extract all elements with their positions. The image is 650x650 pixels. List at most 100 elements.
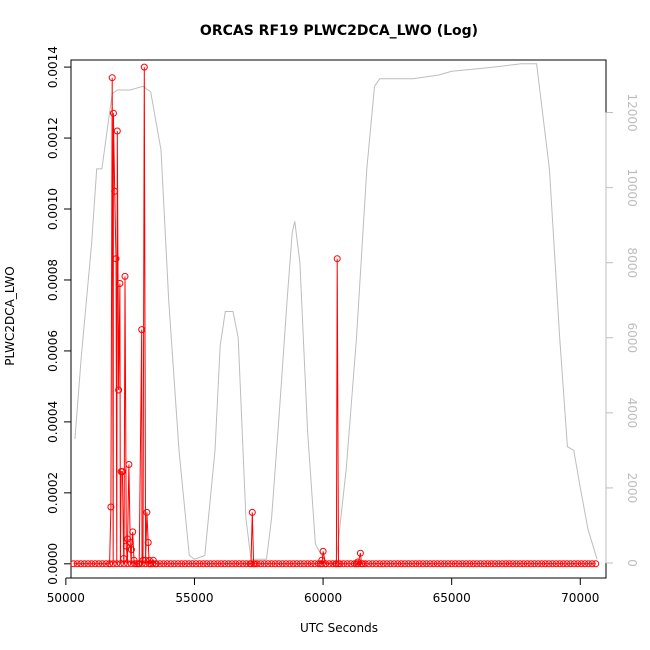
- data-point: [199, 560, 207, 568]
- data-point: [387, 560, 394, 568]
- data-point: [491, 560, 499, 568]
- y-tick-label: 0.0012: [46, 117, 60, 159]
- data-point: [108, 74, 116, 82]
- data-point: [336, 560, 344, 568]
- data-point: [217, 560, 225, 568]
- data-point: [242, 560, 250, 568]
- data-point: [260, 560, 268, 568]
- x-axis: 50000 55000 60000 65000 70000: [47, 577, 599, 605]
- data-point: [419, 560, 427, 568]
- data-point: [531, 560, 538, 568]
- data-point: [142, 556, 150, 564]
- x-tick-label: 50000: [47, 591, 85, 605]
- data-point: [275, 560, 283, 568]
- data-point: [466, 560, 474, 568]
- data-point: [152, 560, 160, 568]
- data-point: [574, 560, 582, 568]
- data-point: [232, 560, 240, 568]
- data-point: [293, 560, 301, 568]
- data-point: [304, 560, 312, 568]
- y-tick-label: 0.0008: [46, 259, 60, 301]
- data-point: [115, 386, 123, 394]
- data-point: [221, 560, 229, 568]
- y-axis-title: PLWC2DCA_LWO: [3, 266, 17, 365]
- data-point: [126, 539, 134, 546]
- data-point: [577, 560, 585, 568]
- data-point: [469, 560, 477, 568]
- x-tick-label: 60000: [304, 591, 342, 605]
- data-point: [121, 272, 129, 280]
- main-series-line: [73, 67, 596, 565]
- data-point: [144, 539, 152, 546]
- data-point: [156, 560, 164, 568]
- data-point: [122, 542, 130, 550]
- data-point: [300, 560, 308, 568]
- data-point: [585, 560, 592, 568]
- data-point: [520, 560, 528, 568]
- data-point: [480, 560, 488, 568]
- secondary-y-tick-label: 8000: [625, 247, 639, 278]
- data-point: [116, 280, 124, 287]
- data-point: [160, 560, 168, 568]
- data-point: [120, 560, 128, 568]
- data-point: [80, 560, 88, 568]
- data-point: [502, 560, 510, 568]
- data-point: [556, 560, 564, 568]
- data-point: [210, 560, 218, 568]
- data-point: [289, 560, 297, 568]
- data-point: [441, 560, 448, 568]
- data-point: [214, 560, 222, 568]
- data-point: [70, 560, 78, 568]
- chart-title: ORCAS RF19 PLWC2DCA_LWO (Log): [200, 23, 478, 39]
- data-point: [538, 560, 546, 568]
- data-point: [149, 560, 157, 568]
- data-point: [109, 109, 117, 117]
- data-point: [196, 560, 204, 568]
- data-point: [140, 63, 148, 71]
- data-point: [437, 560, 445, 568]
- data-point: [325, 560, 333, 568]
- data-point: [567, 560, 574, 568]
- secondary-y-tick-label: 12000: [625, 93, 639, 131]
- data-point: [138, 560, 146, 568]
- data-point: [552, 560, 560, 568]
- data-point: [318, 556, 326, 564]
- data-point: [113, 560, 121, 568]
- data-point: [379, 560, 387, 568]
- data-point: [253, 560, 261, 568]
- data-point: [372, 560, 380, 568]
- y-tick-label: 0.0014: [46, 46, 60, 88]
- data-point: [383, 560, 391, 568]
- data-point: [516, 560, 524, 568]
- data-point: [178, 560, 186, 568]
- data-point: [513, 560, 520, 568]
- data-point: [462, 560, 470, 568]
- data-point: [84, 560, 92, 568]
- data-point: [282, 560, 290, 568]
- data-point: [333, 255, 341, 263]
- data-point: [91, 560, 99, 568]
- data-point: [112, 255, 120, 263]
- x-tick-label: 70000: [561, 591, 599, 605]
- data-point: [228, 560, 236, 568]
- data-point: [433, 560, 441, 568]
- data-point: [559, 560, 567, 568]
- data-point: [523, 560, 531, 568]
- data-point: [106, 560, 114, 568]
- data-point: [239, 560, 247, 568]
- secondary-y-tick-label: 10000: [625, 169, 639, 207]
- data-point: [77, 560, 85, 568]
- data-point: [111, 187, 119, 195]
- data-point: [549, 560, 556, 568]
- data-point: [495, 560, 502, 568]
- y-tick-label: 0.0010: [46, 188, 60, 230]
- data-point: [408, 560, 416, 568]
- secondary-y-tick-label: 0: [625, 559, 639, 567]
- data-point: [124, 560, 132, 568]
- data-point: [322, 560, 330, 568]
- data-point: [163, 560, 171, 568]
- data-point: [129, 528, 137, 536]
- data-point: [107, 503, 115, 511]
- secondary-y-tick-label: 2000: [625, 473, 639, 504]
